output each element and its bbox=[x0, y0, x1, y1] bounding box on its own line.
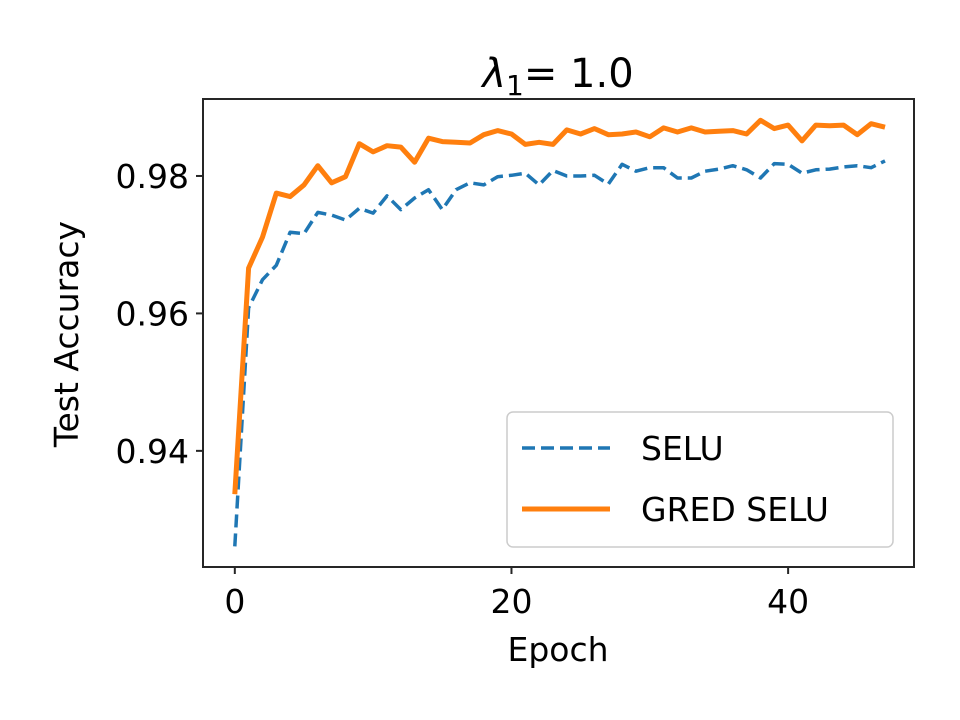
x-tick-label: 0 bbox=[224, 582, 245, 621]
y-axis-label: Test Accuracy bbox=[47, 221, 86, 448]
chart-title: λ1= 1.0 bbox=[480, 51, 633, 102]
legend: SELU GRED SELU bbox=[506, 411, 894, 548]
legend-label-selu: SELU bbox=[641, 429, 724, 468]
plot-area bbox=[232, 117, 886, 547]
legend-box bbox=[506, 411, 894, 548]
title-rest: = 1.0 bbox=[524, 51, 634, 97]
y-tick-label: 0.96 bbox=[116, 294, 189, 333]
x-axis-ticks: 0 20 40 bbox=[224, 567, 809, 621]
x-tick-label: 20 bbox=[490, 582, 532, 621]
title-lambda: λ bbox=[480, 51, 506, 97]
axes-frame bbox=[202, 98, 915, 568]
x-tick-label: 40 bbox=[767, 582, 809, 621]
x-axis-label: Epoch bbox=[507, 630, 608, 669]
title-subscript: 1 bbox=[506, 69, 524, 102]
series-line-selu bbox=[233, 159, 886, 547]
series-line-gred-selu bbox=[232, 117, 886, 495]
y-tick-label: 0.98 bbox=[116, 157, 189, 196]
legend-label-gred-selu: GRED SELU bbox=[641, 490, 829, 529]
y-tick-label: 0.94 bbox=[116, 432, 189, 471]
y-axis-ticks: 0.94 0.96 0.98 bbox=[116, 157, 203, 471]
